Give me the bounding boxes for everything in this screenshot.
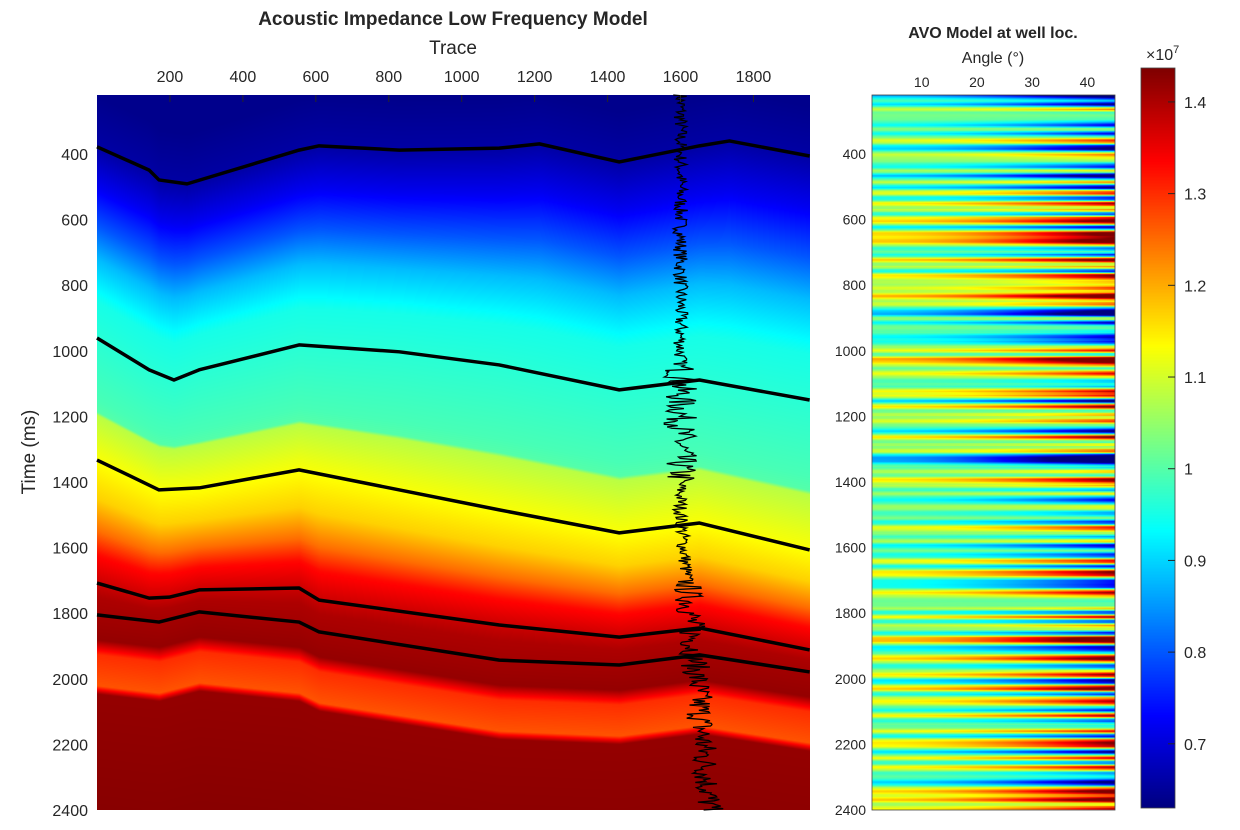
colorbar-tick-label: 1.1 bbox=[1184, 370, 1206, 387]
colorbar-tick-label: 1.3 bbox=[1184, 187, 1206, 204]
y-tick-label: 1400 bbox=[52, 475, 88, 492]
avo-y-tick-label: 1000 bbox=[835, 343, 866, 359]
y-tick-label: 400 bbox=[61, 147, 88, 164]
colorbar-gradient bbox=[1141, 68, 1175, 808]
avo-heatmap bbox=[872, 95, 1115, 810]
horizon-line-h1 bbox=[96, 139, 810, 186]
x-tick-label: 1000 bbox=[444, 69, 480, 86]
x-tick-label: 600 bbox=[302, 69, 329, 86]
y-tick-label: 1200 bbox=[52, 409, 88, 426]
avo-axes-box bbox=[871, 94, 1116, 811]
colorbar-tick-label: 0.7 bbox=[1184, 737, 1206, 754]
horizon-line-h2 bbox=[96, 336, 810, 402]
horizon-line-h5 bbox=[96, 610, 810, 674]
well-log-line bbox=[662, 94, 724, 811]
colorbar-tick-label: 1.4 bbox=[1184, 95, 1206, 112]
avo-x-tick-label: 30 bbox=[1024, 74, 1040, 90]
y-tick-label: 1000 bbox=[52, 344, 88, 361]
x-tick-label: 1800 bbox=[736, 69, 772, 86]
y-tick-label: 2400 bbox=[52, 803, 88, 820]
colorbar-multiplier: ×107 bbox=[1146, 44, 1179, 64]
colorbar-tick-label: 1.2 bbox=[1184, 278, 1206, 295]
avo-x-tick-label: 10 bbox=[914, 74, 930, 90]
avo-y-tick-label: 1200 bbox=[835, 408, 866, 424]
y-tick-label: 1800 bbox=[52, 606, 88, 623]
avo-y-tick-label: 2400 bbox=[835, 802, 866, 818]
avo-y-tick-label: 400 bbox=[843, 146, 867, 162]
avo-title: AVO Model at well loc. bbox=[908, 25, 1078, 42]
avo-x-tick-label: 40 bbox=[1080, 74, 1096, 90]
x-tick-label: 1400 bbox=[590, 69, 626, 86]
avo-y-tick-label: 1600 bbox=[835, 540, 866, 556]
avo-y-tick-label: 2000 bbox=[835, 671, 866, 687]
y-tick-label: 2200 bbox=[52, 737, 88, 754]
avo-y-tick-label: 600 bbox=[843, 212, 867, 228]
y-tick-label: 600 bbox=[61, 213, 88, 230]
avo-xlabel: Angle (°) bbox=[962, 50, 1024, 67]
colorbar-tick-label: 1 bbox=[1184, 462, 1193, 479]
horizon-line-h3 bbox=[96, 458, 811, 552]
x-tick-label: 800 bbox=[375, 69, 402, 86]
x-tick-label: 400 bbox=[230, 69, 257, 86]
avo-y-tick-label: 800 bbox=[843, 277, 867, 293]
y-tick-label: 800 bbox=[61, 278, 88, 295]
x-tick-label: 1200 bbox=[517, 69, 553, 86]
horizon-line-h4 bbox=[96, 581, 810, 652]
avo-y-tick-label: 1800 bbox=[835, 605, 866, 621]
main-xlabel: Trace bbox=[429, 38, 477, 59]
colorbar-tick-label: 0.8 bbox=[1184, 645, 1206, 662]
avo-y-tick-label: 2200 bbox=[835, 736, 866, 752]
main-ylabel: Time (ms) bbox=[19, 410, 40, 495]
avo-y-tick-label: 1400 bbox=[835, 474, 866, 490]
main-title: Acoustic Impedance Low Frequency Model bbox=[258, 9, 648, 30]
x-tick-label: 1600 bbox=[663, 69, 699, 86]
x-tick-label: 200 bbox=[157, 69, 184, 86]
colorbar-box bbox=[1140, 67, 1176, 809]
y-tick-label: 2000 bbox=[52, 672, 88, 689]
avo-x-tick-label: 20 bbox=[969, 74, 985, 90]
colorbar-tick-label: 0.9 bbox=[1184, 553, 1206, 570]
y-tick-label: 1600 bbox=[52, 541, 88, 558]
